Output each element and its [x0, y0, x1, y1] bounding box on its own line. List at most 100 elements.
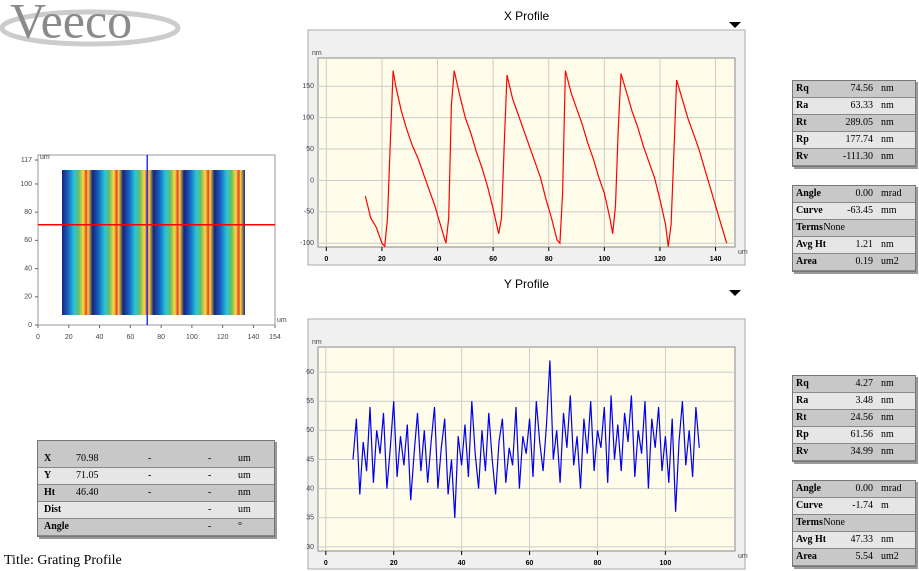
stat-value: None	[823, 517, 845, 528]
y-tick-label: 100	[20, 181, 32, 188]
stat-value: None	[823, 222, 845, 233]
cursor-c2: -	[148, 453, 151, 464]
stats-row: Ra 63.33 nm	[793, 98, 915, 115]
cursor-unit: °	[238, 521, 242, 532]
stat-unit: mm	[881, 205, 897, 216]
stats-table: Angle0.00mradCurve-63.45mmTermsNoneAvg H…	[792, 185, 916, 272]
stat-unit: nm	[881, 429, 894, 440]
cursor-value: 70.98	[76, 453, 99, 464]
stat-value: 177.74	[846, 134, 874, 145]
stat-unit: nm	[881, 100, 894, 111]
cursor-unit: nm	[238, 487, 251, 498]
stat-label: Angle	[796, 483, 821, 494]
x-unit: um	[738, 249, 748, 256]
y-tick-label: 40	[306, 485, 314, 492]
stat-unit: um2	[881, 551, 899, 562]
stats-row: Rp61.56nm	[793, 427, 915, 444]
stat-value: 5.54	[856, 551, 874, 562]
y-tick-label: 80	[24, 209, 32, 216]
logo: Veeco	[10, 0, 132, 48]
y-tick-label: 100	[302, 114, 314, 121]
y-unit: nm	[312, 339, 322, 346]
cursor-row: Angle-°	[38, 519, 274, 536]
stat-label: Ra	[796, 100, 808, 111]
stats-row: Curve-1.74m	[793, 498, 915, 515]
cursor-label: Y	[44, 470, 51, 481]
stat-value: -63.45	[847, 205, 873, 216]
stat-value: 63.33	[851, 100, 874, 111]
cursor-label: Dist	[44, 504, 61, 515]
cursor-c3: -	[208, 504, 211, 515]
stats-row: Avg Ht1.21nm	[793, 237, 915, 254]
stat-value: 74.56	[851, 83, 874, 94]
image-map: 020406080100120140154020406080100117umum	[20, 154, 287, 341]
report-title: Title: Grating Profile	[4, 553, 122, 569]
cursor-c2: -	[148, 470, 151, 481]
stat-value: 0.19	[856, 256, 874, 267]
y-tick-label: 0	[28, 322, 32, 329]
stat-unit: nm	[881, 378, 894, 389]
x-tick-label: 140	[710, 256, 722, 263]
stats-row: Curve-63.45mm	[793, 203, 915, 220]
x-tick-label: 120	[654, 256, 666, 263]
stat-unit: nm	[881, 239, 894, 250]
stat-value: -1.74	[852, 500, 873, 511]
stat-unit: m	[881, 500, 889, 511]
x-tick-label: 140	[248, 334, 260, 341]
cursor-c3: -	[208, 470, 211, 481]
y-tick-label: 117	[21, 157, 32, 164]
x-tick-label: 40	[458, 560, 466, 567]
stat-unit: nm	[881, 395, 894, 406]
stat-value: -111.30	[843, 151, 873, 162]
stat-value: 0.00	[856, 188, 874, 199]
y-tick-label: 55	[306, 398, 314, 405]
stat-value: 24.56	[851, 412, 874, 423]
x-unit: um	[277, 317, 287, 324]
x-tick-label: 20	[378, 256, 386, 263]
stats-table: Rq74.56nmRa63.33nmRt289.05nmRp177.74nmRv…	[792, 80, 916, 167]
cursor-label: Ht	[44, 487, 55, 498]
stat-label: Rt	[796, 117, 807, 128]
stat-label: Terms	[796, 517, 823, 528]
x-tick-label: 40	[434, 256, 442, 263]
stat-value: 289.05	[846, 117, 874, 128]
stat-unit: nm	[881, 446, 894, 457]
x-profile: X Profile020406080100120140-100-50050100…	[300, 9, 748, 265]
stat-value: 3.48	[856, 395, 874, 406]
x-tick-label: 40	[96, 334, 104, 341]
cursor-value: 46.40	[76, 487, 99, 498]
page: Veeco 0 20 40 60 80 100 120 140 154 0 20 40 60 80 100 1…	[0, 0, 919, 571]
stat-label: Avg Ht	[796, 534, 826, 545]
stat-label: Avg Ht	[796, 239, 826, 250]
y-tick-label: 40	[24, 265, 32, 272]
y-tick-label: 50	[306, 427, 314, 434]
y-tick-label: 20	[24, 294, 32, 301]
marker	[729, 290, 741, 296]
x-tick-label: 154	[269, 334, 281, 341]
stat-unit: nm	[881, 117, 894, 128]
height-image	[62, 170, 245, 315]
stat-value: 4.27	[856, 378, 874, 389]
stat-unit: nm	[881, 534, 894, 545]
x-tick-label: 20	[390, 560, 398, 567]
x-tick-label: 80	[594, 560, 602, 567]
x-tick-label: 80	[545, 256, 553, 263]
cursor-unit: um	[238, 470, 251, 481]
stat-unit: mrad	[881, 483, 902, 494]
stat-label: Ra	[796, 395, 808, 406]
y-unit: nm	[312, 50, 322, 57]
y-tick-label: 60	[24, 237, 32, 244]
cursor-unit: um	[238, 453, 251, 464]
stat-label: Rq	[796, 378, 809, 389]
stat-label: Rv	[796, 446, 808, 457]
x-tick-label: 100	[660, 560, 672, 567]
x-tick-label: 60	[526, 560, 534, 567]
x-tick-label: 0	[324, 560, 328, 567]
